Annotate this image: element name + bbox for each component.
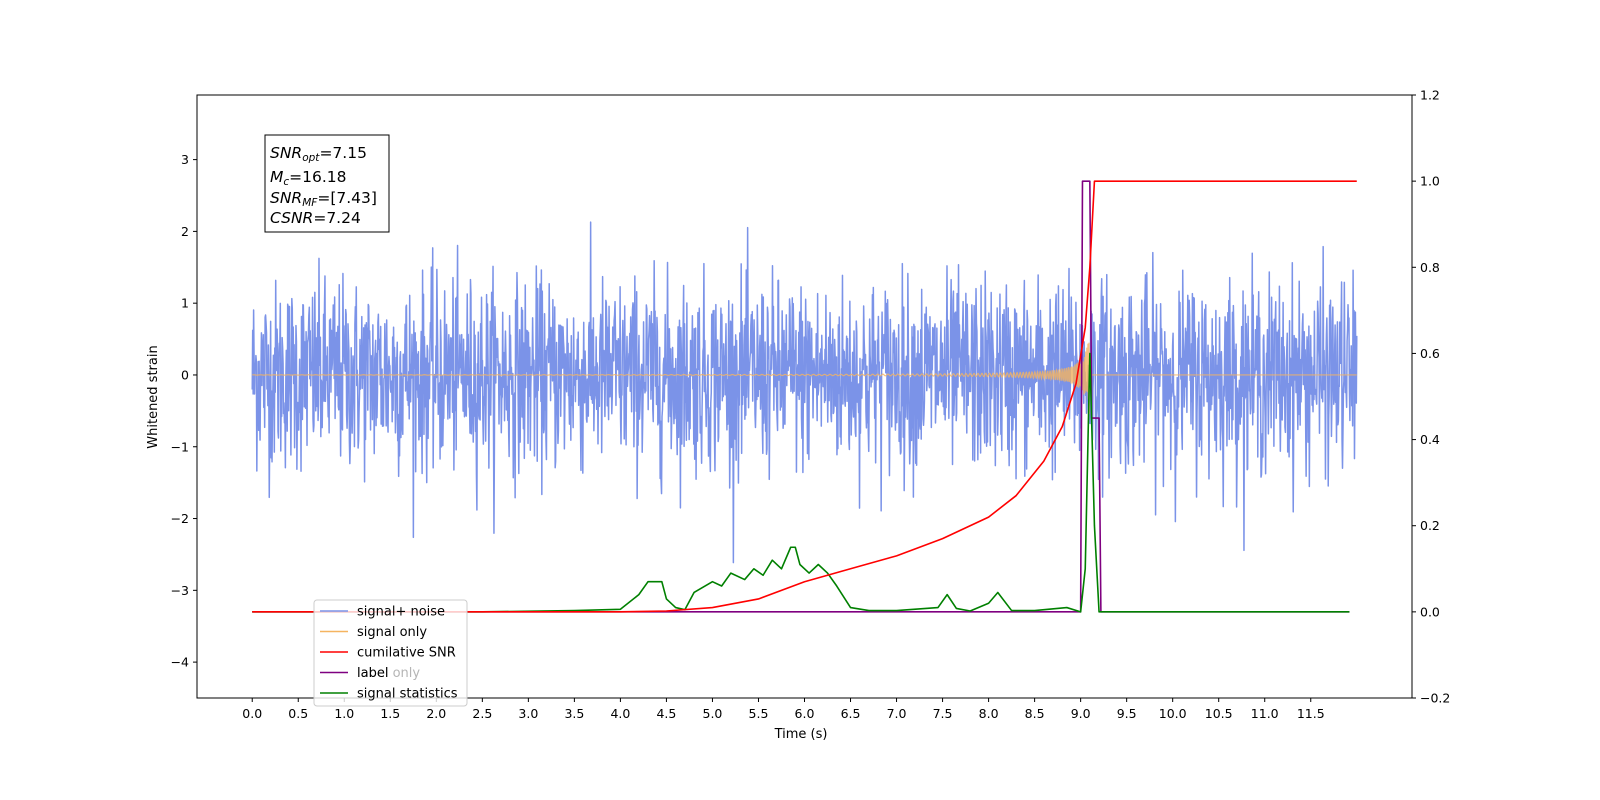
series-signal-only-line	[252, 342, 1357, 414]
legend-label: signal statistics	[357, 687, 458, 702]
y-tick-label: 3	[181, 152, 189, 167]
x-axis-label: Time (s)	[774, 727, 828, 742]
x-tick-label: 6.5	[841, 706, 861, 721]
x-tick-label: 2.0	[426, 706, 446, 721]
x-tick-label: 10.5	[1205, 706, 1233, 721]
y2-tick-label: 1.0	[1420, 174, 1440, 189]
y-tick-label: −4	[171, 655, 189, 670]
y-axis-label: Whitened strain	[146, 345, 161, 448]
y-axis-right: −0.2 0.0 0.2 0.4 0.6 0.8 1.0 1.2	[1412, 88, 1450, 706]
y-tick-label: −3	[171, 583, 189, 598]
x-tick-label: 6.0	[795, 706, 815, 721]
x-tick-label: 11.5	[1297, 706, 1325, 721]
x-tick-label: 11.0	[1251, 706, 1279, 721]
y-tick-label: −1	[171, 439, 189, 454]
x-tick-label: 5.5	[749, 706, 769, 721]
x-tick-label: 0.0	[242, 706, 262, 721]
x-tick-label: 9.5	[1117, 706, 1137, 721]
legend-ghost-text: label only	[357, 666, 420, 681]
x-tick-label: 3.0	[518, 706, 538, 721]
y-tick-label: 2	[181, 224, 189, 239]
y-tick-label: −2	[171, 511, 189, 526]
y-tick-label: 1	[181, 296, 189, 311]
series-cumulative-snr-line	[252, 180, 1357, 613]
snr-mf-text: SNRMF=[7.43]	[270, 189, 377, 209]
series-signal-noise-line	[251, 221, 1358, 564]
y2-tick-label: 0.6	[1420, 346, 1440, 361]
y-tick-label: 0	[181, 367, 189, 382]
x-tick-label: 8.5	[1025, 706, 1045, 721]
y-axis-left: −4 −3 −2 −1 0 1 2 3	[171, 152, 197, 670]
y2-tick-label: 0.0	[1420, 604, 1440, 619]
legend: label only signal+ noise signal only cumil…	[313, 599, 468, 707]
x-tick-label: 5.0	[703, 706, 723, 721]
x-tick-label: 1.0	[334, 706, 354, 721]
x-tick-label: 3.5	[564, 706, 584, 721]
x-tick-label: 7.5	[933, 706, 953, 721]
legend-label: signal only	[357, 625, 427, 640]
y2-tick-label: 0.2	[1420, 518, 1440, 533]
series-layer	[251, 180, 1358, 613]
y2-tick-label: 0.8	[1420, 260, 1440, 275]
x-tick-label: 8.0	[979, 706, 999, 721]
mc-text: Mc=16.18	[270, 168, 347, 188]
y2-tick-label: 1.2	[1420, 88, 1440, 103]
y2-tick-label: −0.2	[1420, 691, 1450, 706]
legend-label: cumilative SNR	[357, 646, 456, 661]
x-tick-label: 7.0	[887, 706, 907, 721]
x-tick-label: 4.0	[610, 706, 630, 721]
series-label-line	[252, 180, 1350, 613]
x-tick-label: 4.5	[656, 706, 676, 721]
legend-label: label	[357, 666, 388, 681]
y2-tick-label: 0.4	[1420, 432, 1440, 447]
series-signal-statistics-line	[252, 352, 1350, 613]
x-tick-label: 1.5	[380, 706, 400, 721]
x-tick-label: 10.0	[1159, 706, 1187, 721]
csnr-text: CSNR=7.24	[270, 209, 361, 227]
x-axis: 0.0 0.5 1.0 1.5 2.0 2.5 3.0 3.5 4.0 4.5 5.0 5.5 6.0 6…	[242, 698, 1325, 721]
x-tick-label: 2.5	[472, 706, 492, 721]
x-tick-label: 0.5	[288, 706, 308, 721]
x-tick-label: 9.0	[1071, 706, 1091, 721]
info-box: SNRopt=7.15 Mc=16.18 SNRMF=[7.43] CSNR=7…	[264, 134, 390, 233]
snr-opt-text: SNRopt=7.15	[270, 144, 367, 164]
legend-label: signal+ noise	[357, 605, 445, 620]
